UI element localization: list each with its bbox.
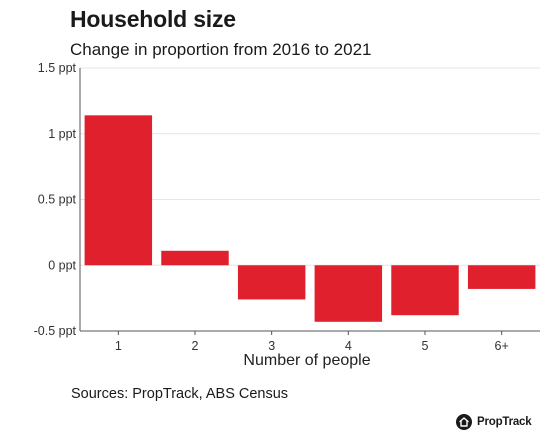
bar xyxy=(467,265,536,289)
bar xyxy=(391,265,459,316)
chart-subtitle: Change in proportion from 2016 to 2021 xyxy=(70,40,372,59)
y-tick-label: 1 ppt xyxy=(48,127,76,141)
brand-name: PropTrack xyxy=(477,416,532,428)
house-icon xyxy=(456,414,472,430)
y-tick-label: 0 ppt xyxy=(48,258,76,272)
bar xyxy=(161,250,229,266)
x-tick-label: 1 xyxy=(115,339,122,353)
chart-title: Household size xyxy=(70,6,236,32)
x-tick-label: 6+ xyxy=(495,339,509,353)
x-tick-label: 5 xyxy=(422,339,429,353)
y-tick-label: 1.5 ppt xyxy=(38,61,77,75)
y-tick-label: 0.5 ppt xyxy=(38,193,77,207)
x-tick-label: 4 xyxy=(345,339,352,353)
source-note: Sources: PropTrack, ABS Census xyxy=(71,386,289,402)
bar xyxy=(84,115,153,266)
x-tick-label: 3 xyxy=(268,339,275,353)
x-axis-label: Number of people xyxy=(243,352,370,369)
brand-logo: PropTrack xyxy=(456,414,532,430)
x-tick-label: 2 xyxy=(192,339,199,353)
y-tick-label: -0.5 ppt xyxy=(34,324,77,338)
bar xyxy=(314,265,383,322)
bar xyxy=(237,265,306,300)
